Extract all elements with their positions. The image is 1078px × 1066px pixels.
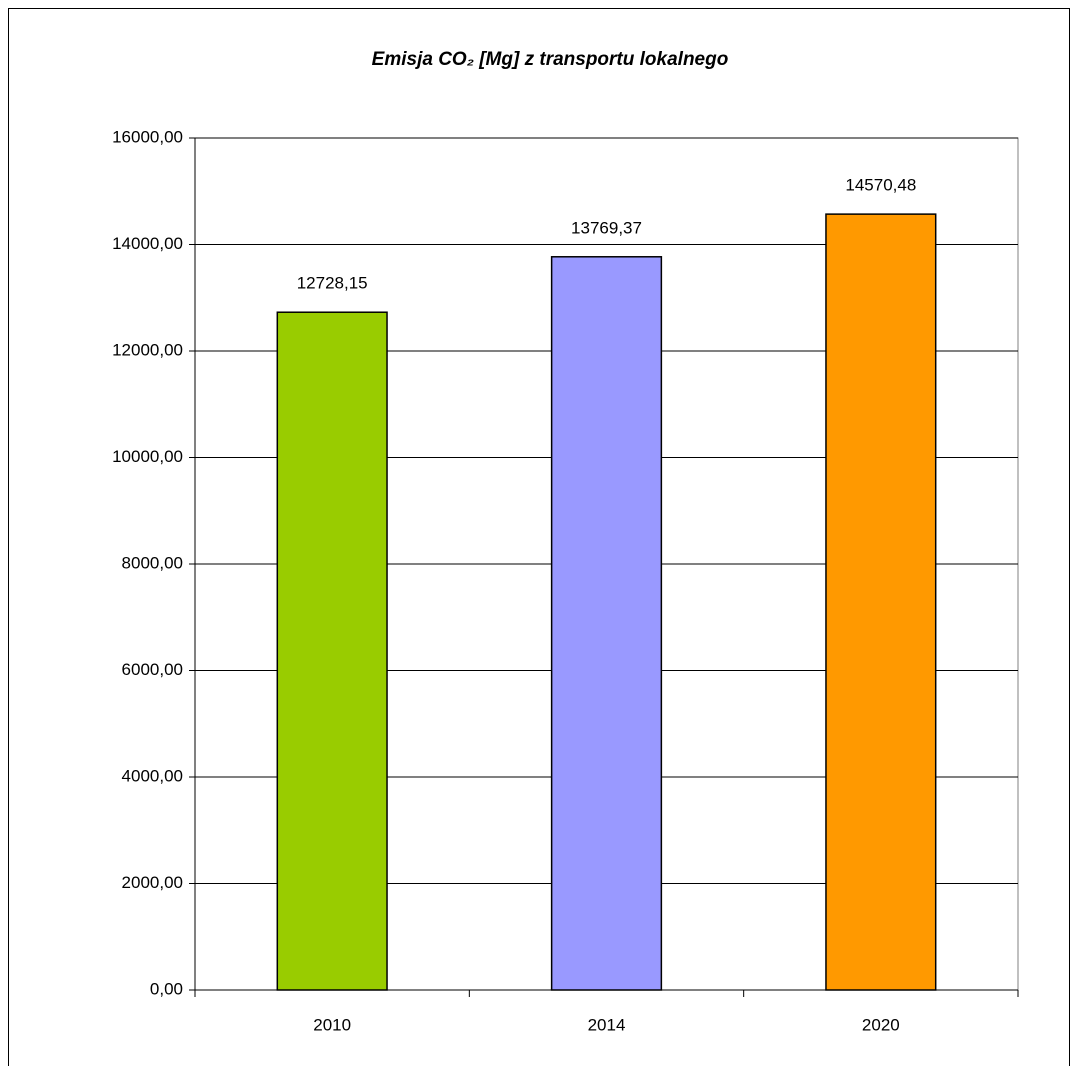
y-tick-label: 0,00 <box>150 979 183 998</box>
x-tick-label: 2014 <box>588 1015 626 1034</box>
value-label: 12728,15 <box>297 274 368 293</box>
y-tick-label: 14000,00 <box>112 234 183 253</box>
bar <box>276 311 388 991</box>
bar <box>550 256 663 991</box>
y-tick-label: 10000,00 <box>112 447 183 466</box>
y-tick-label: 4000,00 <box>122 766 183 785</box>
chart-title: Emisja CO₂ [Mg] z transportu lokalnego <box>372 49 729 70</box>
y-tick-label: 6000,00 <box>122 660 183 679</box>
y-tick-label: 16000,00 <box>112 127 183 146</box>
y-tick-label: 8000,00 <box>122 553 183 572</box>
value-label: 13769,37 <box>571 218 642 237</box>
x-tick-label: 2020 <box>862 1015 900 1034</box>
bar <box>825 213 937 991</box>
y-tick-label: 12000,00 <box>112 340 183 359</box>
x-tick-label: 2010 <box>313 1015 351 1034</box>
y-tick-label: 2000,00 <box>122 873 183 892</box>
value-label: 14570,48 <box>845 176 916 195</box>
